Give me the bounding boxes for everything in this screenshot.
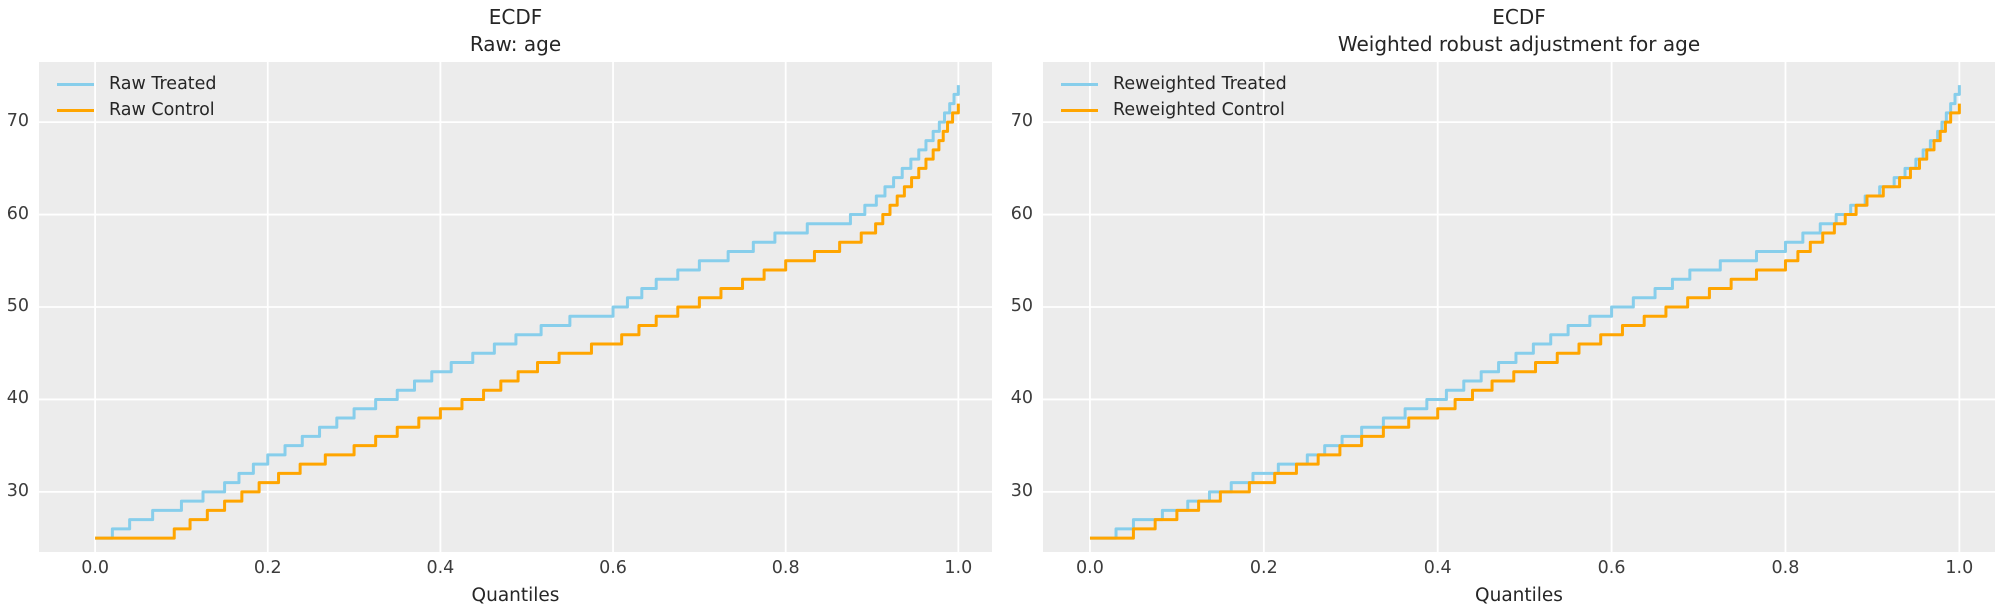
legend-line-swatch-raw-control <box>57 108 94 112</box>
right-plot-title-line1: ECDF <box>1492 5 1546 29</box>
y-tick-label: 60 <box>6 203 29 224</box>
legend-label: Reweighted Treated <box>1113 74 1287 94</box>
legend-line-swatch-raw-treated <box>57 82 94 86</box>
legend-label: Reweighted Control <box>1113 100 1285 120</box>
x-tick-label: 0.6 <box>1597 558 1626 578</box>
legend-item-raw-treated: Raw Treated <box>57 74 217 94</box>
series-line-raw-control <box>95 103 960 540</box>
x-tick-label: 0.8 <box>1771 558 1800 578</box>
y-tick-label: 50 <box>1010 296 1033 316</box>
legend-line-swatch-reweighted-treated <box>1061 82 1098 86</box>
y-tick-label: 40 <box>6 388 29 409</box>
x-tick-label: 0.6 <box>599 558 627 578</box>
series-line-reweighted-control <box>1089 103 1961 540</box>
x-tick-label: 0.0 <box>81 558 110 578</box>
legend: Raw Treated Raw Control <box>57 74 217 120</box>
right-plot-area: Reweighted Treated Reweighted Control <box>1043 62 1995 552</box>
legend-label: Raw Treated <box>109 74 217 94</box>
x-tick-label: 1.0 <box>1945 558 1974 578</box>
x-tick-label: 1.0 <box>944 558 973 578</box>
x-tick-label: 0.4 <box>426 558 455 578</box>
y-tick-label: 40 <box>1010 388 1033 409</box>
y-tick-label: 70 <box>6 111 29 132</box>
legend-label: Raw Control <box>109 100 215 120</box>
y-tick-label: 30 <box>1010 480 1033 501</box>
series-line-reweighted-treated <box>1089 85 1961 540</box>
x-tick-label: 0.0 <box>1076 558 1104 578</box>
y-tick-label: 60 <box>1010 203 1033 224</box>
x-tick-label: 0.8 <box>771 558 800 578</box>
left-plot-title-line1: ECDF <box>488 5 543 29</box>
left-plot-title-line2: Raw: age <box>469 32 562 56</box>
legend-item-reweighted-treated: Reweighted Treated <box>1061 74 1287 94</box>
x-tick-label: 0.2 <box>253 558 282 578</box>
legend-item-reweighted-control: Reweighted Control <box>1061 100 1287 120</box>
ecdf-plot-svg <box>39 62 992 552</box>
ecdf-plot-svg <box>1043 62 1995 552</box>
left-plot-area: Raw Treated Raw Control <box>39 62 992 552</box>
y-tick-label: 30 <box>6 480 29 501</box>
left-plot-title: ECDF Raw: age <box>39 4 992 58</box>
right-plot-title-line2: Weighted robust adjustment for age <box>1337 32 1701 56</box>
legend: Reweighted Treated Reweighted Control <box>1061 74 1287 120</box>
right-x-axis-label: Quantiles <box>1475 585 1563 606</box>
y-tick-label: 50 <box>6 296 29 316</box>
series-line-raw-treated <box>95 85 960 540</box>
right-plot-title: ECDF Weighted robust adjustment for age <box>1043 4 1995 58</box>
legend-line-swatch-reweighted-control <box>1061 108 1098 112</box>
x-tick-label: 0.2 <box>1249 558 1278 578</box>
x-tick-label: 0.4 <box>1423 558 1452 578</box>
y-tick-label: 70 <box>1010 111 1033 132</box>
legend-item-raw-control: Raw Control <box>57 100 217 120</box>
left-x-axis-label: Quantiles <box>471 585 560 606</box>
